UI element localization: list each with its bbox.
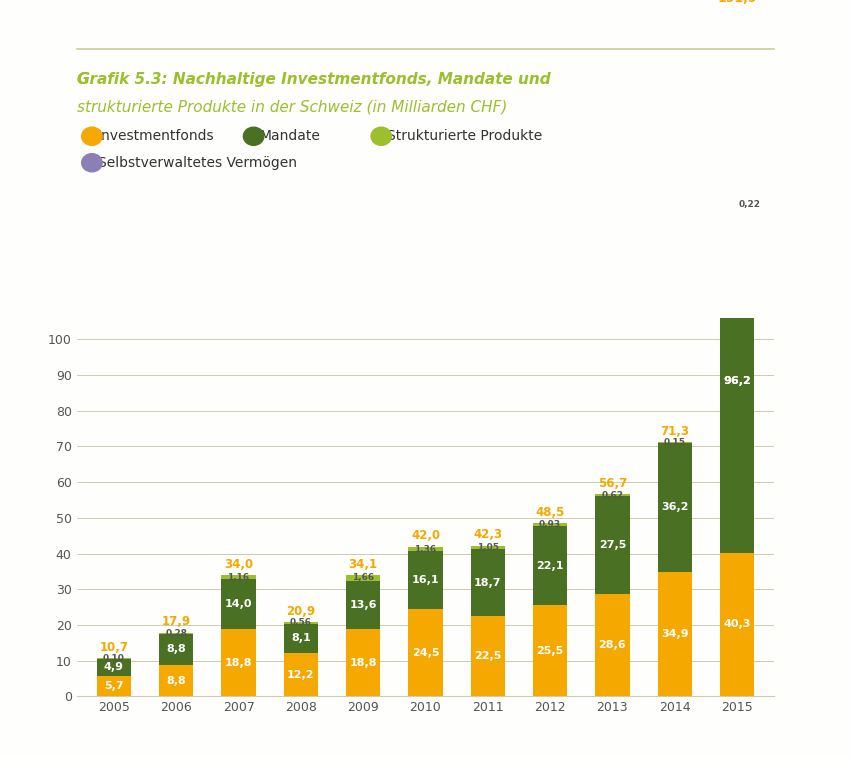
Text: 56,7: 56,7 [597,477,627,490]
Text: 71,3: 71,3 [660,425,689,438]
Bar [283,624,318,653]
Bar [596,494,630,496]
Text: G: G [77,72,89,87]
Text: 0,15: 0,15 [664,438,686,447]
Bar [533,526,568,606]
Bar [720,11,754,208]
Bar [596,496,630,594]
Bar [720,553,754,696]
Text: 25,5: 25,5 [536,646,563,656]
Text: 20,9: 20,9 [286,605,316,618]
Text: 22,1: 22,1 [536,561,564,571]
Text: Mandate: Mandate [260,129,321,143]
Text: 0,93: 0,93 [539,520,561,529]
Text: 18,8: 18,8 [350,658,377,668]
Text: Selbstverwaltetes Vermögen: Selbstverwaltetes Vermögen [98,156,297,170]
Bar [346,581,380,629]
Text: 8,8: 8,8 [167,644,186,654]
Bar [159,634,193,665]
Text: 8,8: 8,8 [167,676,186,686]
Text: 48,5: 48,5 [535,506,565,519]
Bar [159,665,193,696]
Text: 24,5: 24,5 [412,648,439,658]
Bar [720,208,754,209]
Bar [720,209,754,553]
Text: 34,0: 34,0 [224,558,253,571]
Bar [408,609,443,696]
Bar [346,629,380,696]
Text: 42,3: 42,3 [473,528,502,541]
Text: 0,56: 0,56 [290,618,311,628]
Text: 1,36: 1,36 [414,544,437,553]
Text: 17,9: 17,9 [162,615,191,628]
Bar [346,575,380,581]
Bar [221,579,255,629]
Text: 34,9: 34,9 [661,629,688,639]
Bar [283,653,318,696]
Text: 1,66: 1,66 [352,573,374,582]
Bar [533,606,568,696]
Text: 0,10: 0,10 [103,654,125,663]
Bar [221,575,255,579]
Bar [596,594,630,696]
Text: 55,2: 55,2 [723,104,751,115]
Text: 18,8: 18,8 [225,658,253,668]
Text: 10,7: 10,7 [100,641,129,654]
Text: 0,28: 0,28 [165,628,187,637]
Bar [471,616,505,696]
Text: 27,5: 27,5 [599,540,626,550]
Text: Investmentfonds: Investmentfonds [98,129,214,143]
Text: 34,1: 34,1 [349,558,378,571]
Text: 40,3: 40,3 [723,619,751,630]
Text: 1,05: 1,05 [477,543,499,552]
Text: 36,2: 36,2 [661,502,688,512]
Text: 191,9: 191,9 [717,0,757,5]
Text: 96,2: 96,2 [723,375,751,386]
Bar [408,547,443,551]
Bar [471,546,505,550]
Bar [658,443,692,572]
Text: 22,5: 22,5 [474,651,501,662]
Text: 1,16: 1,16 [227,573,249,581]
Bar [408,551,443,609]
Text: 5,7: 5,7 [104,681,123,691]
Bar [221,629,255,696]
Text: 18,7: 18,7 [474,578,501,587]
Text: 4,9: 4,9 [104,662,124,672]
Text: 42,0: 42,0 [411,529,440,542]
Text: 28,6: 28,6 [598,640,626,650]
Text: strukturierte Produkte in der Schweiz (in Milliarden CHF): strukturierte Produkte in der Schweiz (i… [77,100,507,115]
Text: 16,1: 16,1 [412,575,439,585]
Bar [533,523,568,526]
Text: 14,0: 14,0 [225,600,253,609]
Text: 12,2: 12,2 [287,670,315,680]
Text: 0,62: 0,62 [602,491,624,500]
Bar [283,622,318,624]
Bar [97,676,131,696]
Bar [97,659,131,676]
Text: Strukturierte Produkte: Strukturierte Produkte [387,129,542,143]
Text: Grafik 5.3: Nachhaltige Investmentfonds, Mandate und: Grafik 5.3: Nachhaltige Investmentfonds,… [77,72,551,87]
Text: 96,2: 96,2 [723,375,751,386]
Bar [159,633,193,634]
Text: 13,6: 13,6 [350,600,377,610]
Text: 8,1: 8,1 [291,634,311,643]
Bar [658,572,692,696]
Bar [471,550,505,616]
Text: 0,22: 0,22 [739,201,761,210]
